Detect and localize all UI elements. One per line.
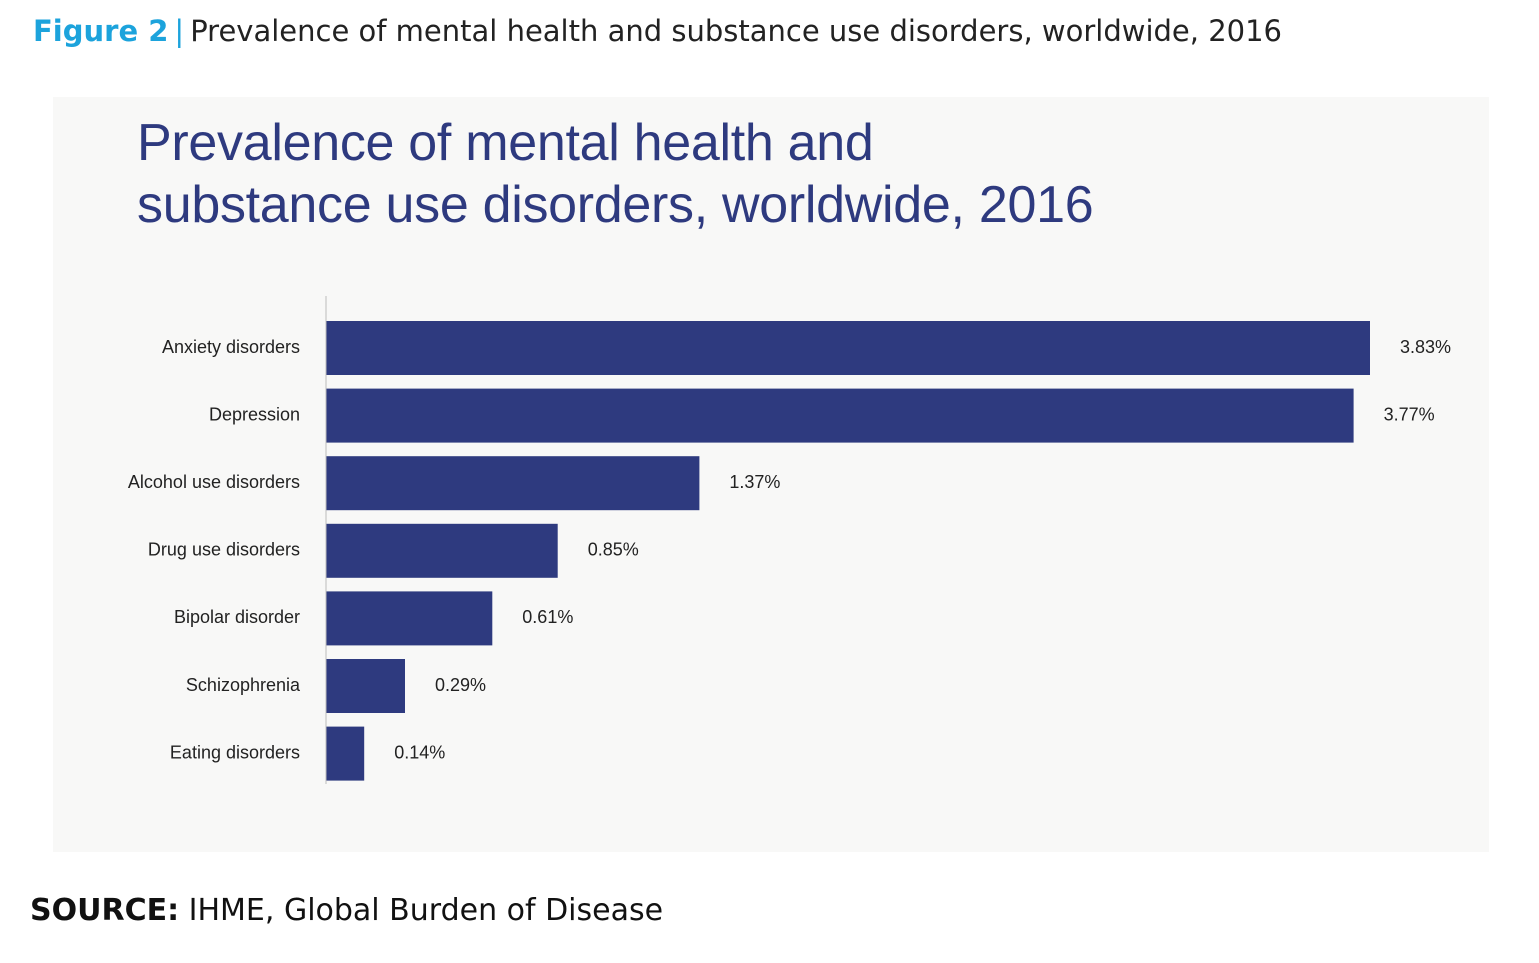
category-label: Drug use disorders bbox=[148, 540, 300, 560]
value-labels-group: 3.83% 3.77% 1.37% 0.85% 0.61% 0.29% 0.14% bbox=[394, 337, 1451, 763]
source-line: SOURCE: IHME, Global Burden of Disease bbox=[30, 893, 663, 928]
figure-caption: Figure 2 | Prevalence of mental health and… bbox=[33, 14, 1282, 48]
bar-drug-use-disorders bbox=[326, 523, 558, 578]
bars-group bbox=[326, 321, 1370, 781]
value-label: 0.85% bbox=[588, 540, 639, 560]
category-labels-group: Anxiety disorders Depression Alcohol use d… bbox=[128, 337, 301, 763]
figure-label: Figure 2 bbox=[33, 14, 169, 48]
bar-schizophrenia bbox=[326, 659, 405, 713]
category-label: Anxiety disorders bbox=[162, 337, 300, 357]
source-text: IHME, Global Burden of Disease bbox=[188, 893, 664, 928]
value-label: 0.14% bbox=[394, 742, 445, 762]
bar-alcohol-use-disorders bbox=[326, 456, 700, 511]
value-label: 1.37% bbox=[729, 472, 780, 492]
bar-anxiety-disorders bbox=[326, 321, 1370, 375]
bar-bipolar-disorder bbox=[326, 591, 493, 646]
category-label: Bipolar disorder bbox=[174, 607, 300, 627]
category-label: Depression bbox=[209, 404, 300, 424]
value-label: 3.83% bbox=[1400, 337, 1451, 357]
source-label: SOURCE: bbox=[30, 893, 180, 928]
category-label: Schizophrenia bbox=[186, 675, 301, 695]
chart-title-line-2: substance use disorders, worldwide, 2016 bbox=[137, 176, 1094, 234]
chart-title: Prevalence of mental health and substanc… bbox=[137, 112, 1237, 236]
category-label: Eating disorders bbox=[170, 742, 300, 762]
value-label: 3.77% bbox=[1384, 404, 1435, 424]
figure-caption-text: Prevalence of mental health and substanc… bbox=[190, 14, 1283, 48]
figure-separator: | bbox=[174, 14, 185, 48]
bar-eating-disorders bbox=[326, 726, 365, 781]
category-label: Alcohol use disorders bbox=[128, 472, 300, 492]
value-label: 0.61% bbox=[522, 607, 573, 627]
value-label: 0.29% bbox=[435, 675, 486, 695]
chart-title-line-1: Prevalence of mental health and bbox=[137, 114, 874, 172]
chart-panel bbox=[53, 97, 1489, 852]
bar-depression bbox=[326, 388, 1354, 443]
